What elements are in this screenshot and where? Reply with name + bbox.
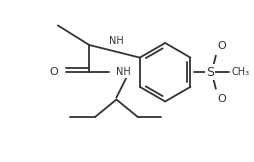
- Text: S: S: [206, 66, 214, 79]
- Text: CH₃: CH₃: [231, 67, 250, 77]
- Text: O: O: [49, 67, 58, 77]
- Text: O: O: [218, 94, 227, 104]
- Text: NH: NH: [116, 67, 131, 77]
- Text: O: O: [218, 41, 227, 51]
- Text: NH: NH: [109, 36, 124, 46]
